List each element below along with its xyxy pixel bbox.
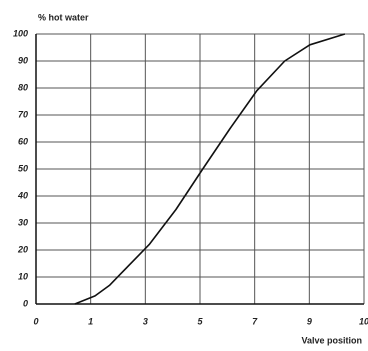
x-tick-label: 9 xyxy=(307,316,312,326)
x-axis-label: Valve position xyxy=(301,335,362,345)
y-tick-label: 50 xyxy=(18,163,28,173)
data-line xyxy=(74,33,346,305)
y-tick-label: 40 xyxy=(17,190,28,200)
y-tick-label: 0 xyxy=(23,298,28,308)
y-tick-label: 60 xyxy=(18,136,28,146)
y-tick-label: 80 xyxy=(18,82,28,92)
y-axis-label: % hot water xyxy=(38,12,89,22)
y-tick-label: 30 xyxy=(18,217,28,227)
x-tick-label: 10 xyxy=(359,316,368,326)
x-tick-label: 7 xyxy=(252,316,258,326)
x-tick-label: 5 xyxy=(197,316,203,326)
y-tick-label: 10 xyxy=(18,271,28,281)
y-tick-label: 70 xyxy=(18,109,28,119)
x-tick-label: 0 xyxy=(33,316,38,326)
x-tick-label: 1 xyxy=(88,316,93,326)
y-tick-label: 20 xyxy=(17,244,28,254)
x-tick-label: 3 xyxy=(143,316,148,326)
y-tick-label: 100 xyxy=(13,28,28,38)
y-tick-label: 90 xyxy=(18,55,28,65)
